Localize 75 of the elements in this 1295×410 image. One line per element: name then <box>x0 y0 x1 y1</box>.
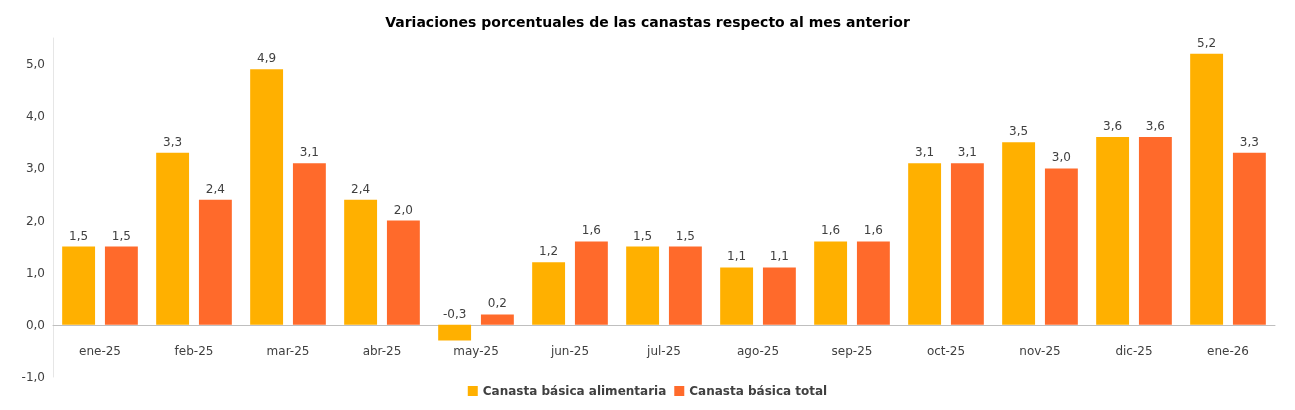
bar <box>1138 137 1172 325</box>
bar <box>626 246 660 325</box>
data-label: 5,2 <box>1197 35 1217 50</box>
bar <box>950 163 984 325</box>
x-tick-label: feb-25 <box>174 343 214 358</box>
bar <box>668 246 702 325</box>
bar <box>856 241 890 325</box>
data-label: 3,3 <box>163 134 183 149</box>
bar <box>438 324 472 341</box>
data-label: 3,1 <box>957 145 977 160</box>
x-tick-label: may-25 <box>453 343 499 358</box>
y-tick-label: 4,0 <box>25 109 45 124</box>
y-tick-label: 0,0 <box>25 317 45 332</box>
data-label: 4,9 <box>257 51 277 66</box>
data-label: 1,2 <box>539 244 559 259</box>
data-label: 1,5 <box>69 228 89 243</box>
y-tick-label: -1,0 <box>21 370 45 384</box>
data-label: 1,6 <box>581 223 601 238</box>
bar <box>1096 137 1130 325</box>
x-tick-label: ene-26 <box>1207 343 1249 358</box>
data-label: 3,0 <box>1051 150 1071 165</box>
bar <box>574 241 608 325</box>
x-tick-label: ene-25 <box>79 343 121 358</box>
data-label: 1,5 <box>675 228 695 243</box>
data-label: 1,5 <box>111 228 131 243</box>
data-label: 1,1 <box>727 249 747 264</box>
data-label: 3,1 <box>915 145 935 160</box>
bar <box>480 314 514 325</box>
bar <box>532 262 566 325</box>
data-label: 1,1 <box>769 249 789 264</box>
data-label: 3,6 <box>1145 119 1165 134</box>
data-label: -0,3 <box>442 306 467 321</box>
bar <box>814 241 848 325</box>
data-label: 3,3 <box>1239 134 1259 149</box>
data-label: 3,6 <box>1103 119 1123 134</box>
x-tick-label: jul-25 <box>646 343 681 358</box>
bar <box>386 220 420 325</box>
bar <box>104 246 138 325</box>
bar <box>1002 142 1036 325</box>
data-label: 3,1 <box>299 145 319 160</box>
y-tick-label: 2,0 <box>25 213 45 228</box>
bar <box>720 267 754 325</box>
x-tick-label: ago-25 <box>736 343 780 358</box>
bar <box>62 246 96 325</box>
data-label: 1,6 <box>821 223 841 238</box>
bar <box>1044 168 1078 325</box>
bar <box>292 163 326 325</box>
bar <box>156 152 190 325</box>
x-tick-label: sep-25 <box>831 343 873 358</box>
data-label: 2,4 <box>351 181 371 196</box>
x-tick-label: abr-25 <box>362 343 402 358</box>
x-tick-label: jun-25 <box>549 343 590 358</box>
bar <box>762 267 796 325</box>
y-tick-label: 1,0 <box>25 265 45 280</box>
bar <box>1232 152 1266 325</box>
chart-title: Variaciones porcentuales de las canastas respecto al mes anterior <box>385 14 910 30</box>
x-tick-label: oct-25 <box>926 343 966 358</box>
data-label: 1,5 <box>633 228 653 243</box>
data-label: 0,2 <box>487 296 507 311</box>
x-tick-label: dic-25 <box>1115 343 1153 358</box>
bar <box>1190 53 1224 325</box>
x-tick-label: mar-25 <box>266 343 310 358</box>
y-tick-label: 3,0 <box>25 161 45 176</box>
x-tick-label: nov-25 <box>1019 343 1061 358</box>
bar <box>250 69 284 325</box>
bar <box>344 199 378 325</box>
bar <box>198 199 232 325</box>
legend-label: Canasta básica alimentaria <box>482 384 667 398</box>
data-label: 2,4 <box>205 181 225 196</box>
legend-label: Canasta básica total <box>689 384 828 398</box>
data-label: 2,0 <box>393 202 413 217</box>
data-label: 1,6 <box>863 223 883 238</box>
y-tick-label: 5,0 <box>25 57 45 72</box>
data-label: 3,5 <box>1009 124 1029 139</box>
bar <box>908 163 942 325</box>
